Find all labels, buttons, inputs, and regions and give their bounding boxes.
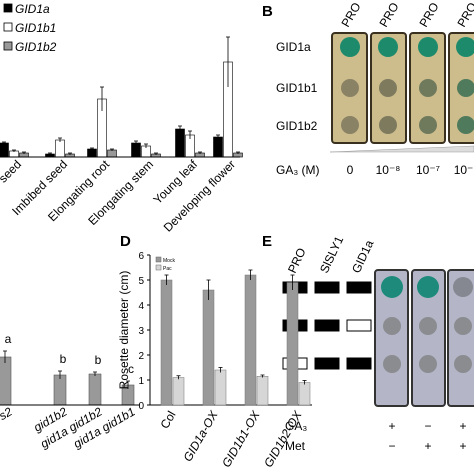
axis-label: GA₃ (M) <box>276 163 320 177</box>
bar <box>202 289 215 406</box>
bar <box>88 373 102 406</box>
column-label: PRO <box>454 0 474 29</box>
legend-label: GID1b2 <box>15 40 57 54</box>
y-tick-label: 5 <box>138 276 144 287</box>
bar <box>53 374 67 406</box>
column-label: PRO <box>376 0 401 29</box>
column-label: PRO <box>285 246 309 275</box>
x-tick-label: s2 <box>0 404 15 423</box>
bar <box>175 128 185 158</box>
bar <box>214 369 227 406</box>
bar <box>55 139 65 158</box>
bar <box>244 274 257 406</box>
y-tick-label: 0 <box>138 401 144 412</box>
treatment-sign: − <box>424 419 431 433</box>
column-label: PRO <box>338 0 363 29</box>
bar <box>298 382 311 406</box>
legend-swatch <box>3 41 13 51</box>
legend-swatch <box>3 3 13 13</box>
bar <box>0 142 9 158</box>
x-tick-label: seed <box>0 157 24 185</box>
y-axis-label: Rosette diameter (cm) <box>117 271 131 390</box>
treatment-sign: + <box>459 439 466 453</box>
treatment-sign: + <box>388 419 395 433</box>
legend-label: Mock <box>163 258 175 264</box>
plate-strips <box>374 269 474 407</box>
treatment-sign: + <box>424 439 431 453</box>
row-label: GID1a <box>276 40 311 54</box>
concentration: 10⁻⁶ <box>454 163 474 177</box>
bar <box>213 136 223 158</box>
column-label: GID1a <box>349 238 376 276</box>
y-tick-label: 4 <box>138 301 144 312</box>
panel-letter: B <box>262 3 273 20</box>
treatment-sign: − <box>388 439 395 453</box>
legend-label: GID1a <box>15 2 50 16</box>
bar <box>131 142 141 158</box>
column-label: SlSLY1 <box>317 234 346 276</box>
legend-label: GID1b1 <box>15 21 56 35</box>
panel-letter: E <box>262 233 272 250</box>
legend-swatch <box>3 22 13 32</box>
y-tick-label: 1 <box>138 376 144 387</box>
concentration: 10⁻⁸ <box>376 163 401 177</box>
bar <box>0 356 12 406</box>
x-tick-label: Developing flower <box>161 157 238 234</box>
panel-letter: D <box>120 233 131 250</box>
bar <box>286 282 299 406</box>
x-tick-label: GID1b1-OX <box>219 408 263 470</box>
row-label: GID1b1 <box>276 81 318 95</box>
legend-swatch <box>155 256 162 263</box>
value-label: a <box>5 332 12 346</box>
x-tick-label: GID1a-OX <box>180 408 221 464</box>
concentration: 10⁻⁷ <box>416 163 440 177</box>
row-label: Met <box>285 439 306 453</box>
y-tick-label: 3 <box>138 326 144 337</box>
bar <box>160 279 173 406</box>
bar <box>256 376 269 406</box>
legend-label: Pac <box>163 266 172 272</box>
y-tick-label: 2 <box>138 351 144 362</box>
value-label: b <box>60 352 67 366</box>
row-label: GID1b2 <box>276 119 318 133</box>
value-label: b <box>95 353 102 367</box>
treatment-sign: + <box>459 419 466 433</box>
concentration: 0 <box>347 163 354 177</box>
bar <box>172 377 185 406</box>
bar <box>107 149 117 158</box>
y-tick-label: 6 <box>138 251 144 262</box>
legend-swatch <box>155 264 162 271</box>
value-label: c <box>128 362 134 376</box>
row-label: GA₃ <box>285 419 307 433</box>
x-tick-label: Col <box>157 409 178 432</box>
plate-strips <box>329 32 474 153</box>
bar <box>87 148 97 158</box>
column-label: PRO <box>416 0 441 29</box>
